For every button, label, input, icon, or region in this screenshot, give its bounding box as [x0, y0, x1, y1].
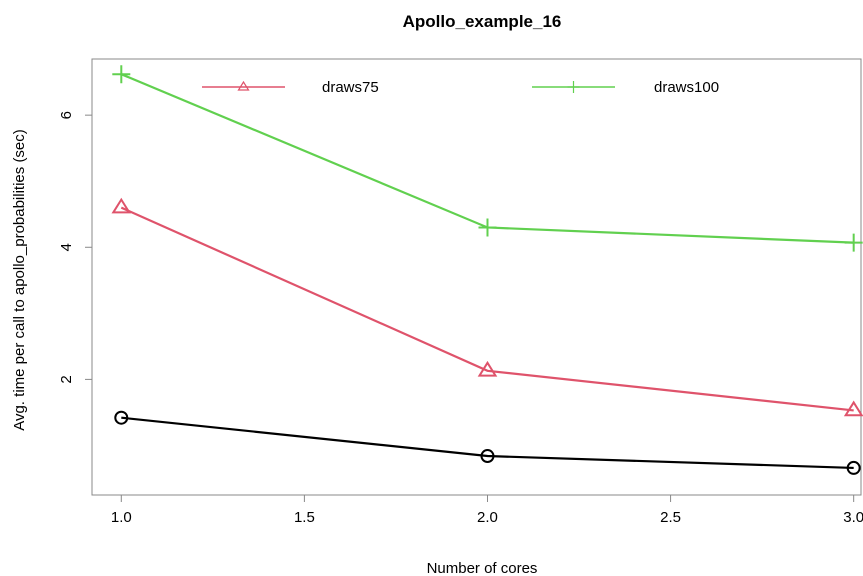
y-tick-label: 6 — [58, 111, 75, 119]
data-point — [477, 360, 498, 377]
plot-area — [91, 58, 862, 496]
data-point — [111, 197, 132, 214]
x-axis: 1.0 1.5 2.0 2.5 3.0 — [111, 495, 863, 526]
series-line — [120, 206, 854, 412]
legend-marker — [567, 81, 580, 93]
legend-item: draws100 — [532, 79, 719, 96]
x-tick-label: 2.5 — [660, 509, 681, 526]
y-axis: 2 4 6 — [58, 111, 92, 384]
series-line — [120, 73, 854, 244]
data-point — [114, 410, 129, 425]
series-draws75 — [111, 197, 863, 417]
x-tick-label: 2.0 — [477, 509, 498, 526]
series-draws100 — [112, 65, 863, 252]
chart-title: Apollo_example_16 — [403, 12, 562, 31]
data-point — [480, 449, 495, 464]
data-point — [844, 233, 863, 252]
series-line — [121, 416, 854, 470]
y-tick-label: 2 — [58, 375, 75, 383]
x-axis-label: Number of cores — [427, 560, 538, 576]
data-point — [112, 65, 131, 84]
data-point — [843, 400, 863, 417]
series-unnamed — [114, 410, 861, 475]
legend: draws75 draws100 — [202, 79, 719, 96]
series-layer — [111, 65, 863, 475]
legend-label: draws75 — [322, 79, 379, 96]
y-tick-label: 4 — [58, 243, 75, 251]
y-axis-label: Avg. time per call to apollo_probabiliti… — [11, 129, 28, 431]
data-point — [478, 218, 497, 237]
plot-frame — [91, 58, 862, 496]
x-tick-label: 1.5 — [294, 509, 315, 526]
legend-marker — [237, 80, 250, 91]
legend-label: draws100 — [654, 79, 719, 96]
legend-item: draws75 — [202, 79, 379, 96]
x-tick-label: 3.0 — [843, 509, 863, 526]
x-tick-label: 1.0 — [111, 509, 132, 526]
data-point — [846, 460, 861, 475]
